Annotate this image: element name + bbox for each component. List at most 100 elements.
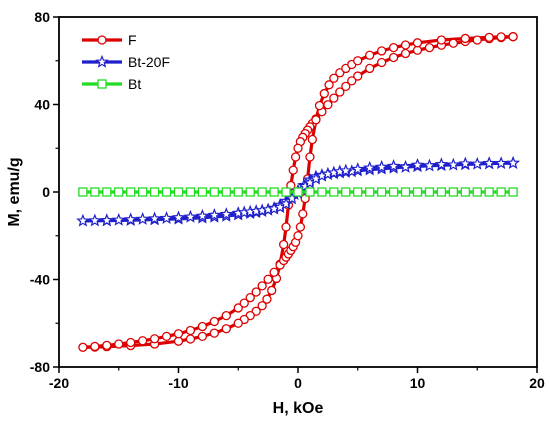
data-point [197,321,208,332]
data-point [293,187,303,197]
data-point [305,152,315,162]
data-point [324,80,334,90]
data-point [376,57,387,68]
data-point [269,187,279,197]
data-point [137,336,148,346]
data-point [400,187,411,197]
legend-label: Bt [128,76,141,92]
data-point [365,50,375,60]
data-point [257,281,267,291]
legend-item: Bt-20F [82,54,170,70]
data-point [161,331,172,342]
data-point [245,187,255,197]
data-point [323,100,333,110]
data-point [412,38,423,48]
data-point [376,46,387,56]
data-point [329,93,339,103]
data-point [102,187,112,197]
data-point [472,35,482,45]
data-point [329,187,339,197]
data-point [458,156,473,170]
data-point [195,208,210,222]
data-point [362,160,377,174]
data-point [353,56,363,66]
data-point [233,303,243,313]
data-point [185,187,196,197]
data-point [295,222,306,232]
data-point [149,187,160,197]
legend-label: F [128,32,137,48]
data-point [388,52,399,63]
series-bt-20f [76,156,520,227]
data-point [376,187,387,197]
data-point [257,301,267,311]
data-point [173,187,184,197]
data-point [434,157,449,171]
data-point [353,187,363,197]
legend-item: Bt [82,76,141,92]
data-point [102,340,112,350]
data-point [347,76,357,86]
series-f [78,32,518,352]
data-point [422,158,437,172]
data-point [460,187,470,197]
data-point [508,32,518,42]
data-point [400,40,411,50]
data-point [494,156,508,170]
data-point [484,32,494,42]
data-point [251,287,261,297]
data-point [470,156,485,170]
data-point [386,159,401,172]
data-point [410,157,425,171]
data-point [183,209,198,223]
data-point [123,212,138,226]
data-point [185,325,196,336]
data-point [460,33,470,44]
y-tick-label: 0 [42,184,50,200]
x-tick-label: -10 [168,375,188,391]
data-point [88,213,102,227]
data-point [245,293,255,303]
data-point [339,163,353,177]
data-point [269,267,279,277]
data-point [335,87,345,97]
data-point [484,187,494,197]
data-point [126,187,136,197]
data-point [311,115,321,125]
data-point [388,187,399,197]
y-tick-label: -80 [30,359,50,375]
data-point [365,63,375,74]
data-point [114,339,124,349]
x-axis-title: H, kOe [273,400,324,417]
x-tick-label: 10 [410,375,426,391]
data-point [436,187,447,197]
data-point [90,187,100,197]
x-tick-label: 0 [294,375,302,391]
legend-label: Bt-20F [128,54,170,70]
ticks-layer: -20 -10 0 10 20 -80 -40 0 40 80 [30,9,545,391]
data-point [307,134,317,145]
data-point [147,211,162,225]
data-point [288,165,298,175]
data-point [398,159,413,173]
data-point [293,143,303,153]
y-tick-label: 40 [34,97,50,113]
y-tick-label: -40 [30,272,50,288]
data-point [298,209,308,219]
data-point [448,187,459,197]
data-point [314,100,325,111]
data-point [207,208,222,221]
data-point [78,187,88,197]
data-point [100,213,114,227]
legend-marker [97,35,107,45]
data-point [76,213,90,227]
data-point [319,88,329,99]
data-point [424,42,435,53]
data-point [78,342,88,352]
data-point [400,48,411,59]
data-point [279,239,289,250]
data-point [197,187,208,197]
data-point [472,187,482,197]
data-point [209,187,220,197]
